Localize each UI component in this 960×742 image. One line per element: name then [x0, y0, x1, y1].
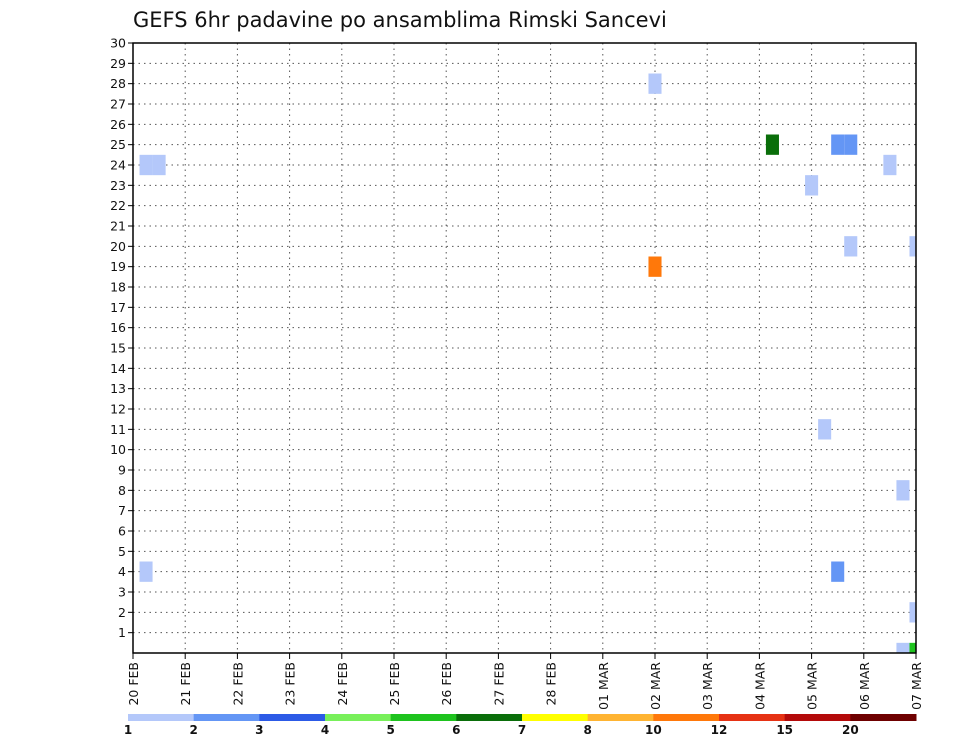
colorbar: 1 2 3 4 5 6 7 8 10 12 15 20	[124, 714, 917, 737]
y-tick-label: 20	[110, 239, 126, 254]
colorbar-segment	[850, 714, 917, 721]
colorbar-label: 12	[711, 723, 728, 737]
colorbar-label: 10	[645, 723, 662, 737]
x-tick-label: 06 MAR	[857, 662, 872, 710]
y-tick-label: 15	[110, 341, 126, 356]
y-tick-label: 19	[110, 259, 126, 274]
colorbar-segment	[193, 714, 260, 721]
x-axis: 20 FEB 21 FEB 22 FEB 23 FEB 24 FEB 25 FEB 26 F…	[126, 653, 924, 710]
x-tick-label: 02 MAR	[648, 662, 663, 710]
colorbar-label: 20	[842, 723, 859, 737]
x-tick-label: 28 FEB	[544, 662, 559, 706]
data-cell	[909, 602, 916, 623]
y-tick-label: 30	[110, 36, 126, 51]
data-cell	[152, 154, 166, 176]
x-tick-label: 27 FEB	[491, 662, 506, 706]
data-cell	[844, 236, 858, 257]
y-tick-label: 21	[110, 219, 126, 234]
colorbar-segment	[784, 714, 851, 721]
data-cell	[883, 154, 897, 176]
y-axis: 1234567891011121314151617181920212223242…	[110, 36, 133, 640]
x-tick-label: 04 MAR	[752, 662, 767, 710]
data-cell	[818, 419, 832, 440]
y-tick-label: 11	[110, 422, 126, 437]
y-tick-label: 7	[118, 503, 126, 518]
data-cell	[896, 480, 910, 501]
y-tick-label: 18	[110, 280, 126, 295]
y-tick-label: 23	[110, 178, 126, 193]
data-cell	[139, 561, 153, 582]
x-tick-label: 05 MAR	[805, 662, 820, 710]
x-tick-label: 03 MAR	[700, 662, 715, 710]
colorbar-segment	[390, 714, 457, 721]
y-tick-label: 1	[118, 625, 126, 640]
grid	[133, 43, 916, 653]
x-tick-label: 25 FEB	[387, 662, 402, 706]
colorbar-segment	[653, 714, 720, 721]
y-tick-label: 13	[110, 381, 126, 396]
y-tick-label: 16	[110, 320, 126, 335]
colorbar-label: 6	[452, 723, 460, 737]
data-cell	[909, 642, 916, 653]
data-cells	[139, 73, 916, 653]
data-cell	[909, 236, 916, 257]
x-tick-label: 26 FEB	[439, 662, 454, 706]
y-tick-label: 6	[118, 524, 126, 539]
y-tick-label: 25	[110, 137, 126, 152]
colorbar-segment	[719, 714, 786, 721]
y-tick-label: 29	[110, 56, 126, 71]
data-cell	[805, 175, 819, 196]
colorbar-segment	[325, 714, 392, 721]
colorbar-segment	[587, 714, 654, 721]
data-cell	[648, 256, 662, 277]
y-tick-label: 9	[118, 463, 126, 478]
colorbar-segment	[259, 714, 326, 721]
colorbar-segment	[456, 714, 523, 721]
colorbar-segment	[128, 714, 195, 721]
data-cell	[844, 134, 858, 155]
y-tick-label: 14	[110, 361, 126, 376]
data-cell	[831, 134, 845, 155]
y-tick-label: 27	[110, 97, 126, 112]
colorbar-label: 3	[255, 723, 263, 737]
x-tick-label: 01 MAR	[596, 662, 611, 710]
colorbar-label: 2	[189, 723, 197, 737]
data-cell	[648, 73, 662, 94]
data-cell	[831, 561, 845, 582]
y-tick-label: 17	[110, 300, 126, 315]
y-tick-label: 26	[110, 117, 126, 132]
y-tick-label: 2	[118, 605, 126, 620]
y-tick-label: 8	[118, 483, 126, 498]
colorbar-label: 15	[776, 723, 793, 737]
data-cell	[765, 134, 779, 155]
y-tick-label: 24	[110, 158, 126, 173]
data-cell	[896, 642, 910, 653]
data-cell	[139, 154, 153, 176]
x-tick-label: 23 FEB	[283, 662, 298, 706]
colorbar-segment	[522, 714, 589, 721]
x-tick-label: 07 MAR	[909, 662, 924, 710]
x-tick-label: 22 FEB	[230, 662, 245, 706]
y-tick-label: 4	[118, 564, 126, 579]
x-tick-label: 21 FEB	[178, 662, 193, 706]
x-tick-label: 24 FEB	[335, 662, 350, 706]
x-tick-label: 20 FEB	[126, 662, 141, 706]
chart-title: GEFS 6hr padavine po ansamblima Rimski S…	[133, 8, 667, 32]
y-tick-label: 22	[110, 198, 126, 213]
colorbar-label: 5	[386, 723, 394, 737]
y-tick-label: 5	[118, 544, 126, 559]
y-tick-label: 10	[110, 442, 126, 457]
colorbar-label: 8	[583, 723, 591, 737]
colorbar-label: 4	[321, 723, 329, 737]
y-tick-label: 12	[110, 402, 126, 417]
colorbar-label: 7	[518, 723, 526, 737]
y-tick-label: 3	[118, 585, 126, 600]
y-tick-label: 28	[110, 76, 126, 91]
colorbar-label: 1	[124, 723, 132, 737]
